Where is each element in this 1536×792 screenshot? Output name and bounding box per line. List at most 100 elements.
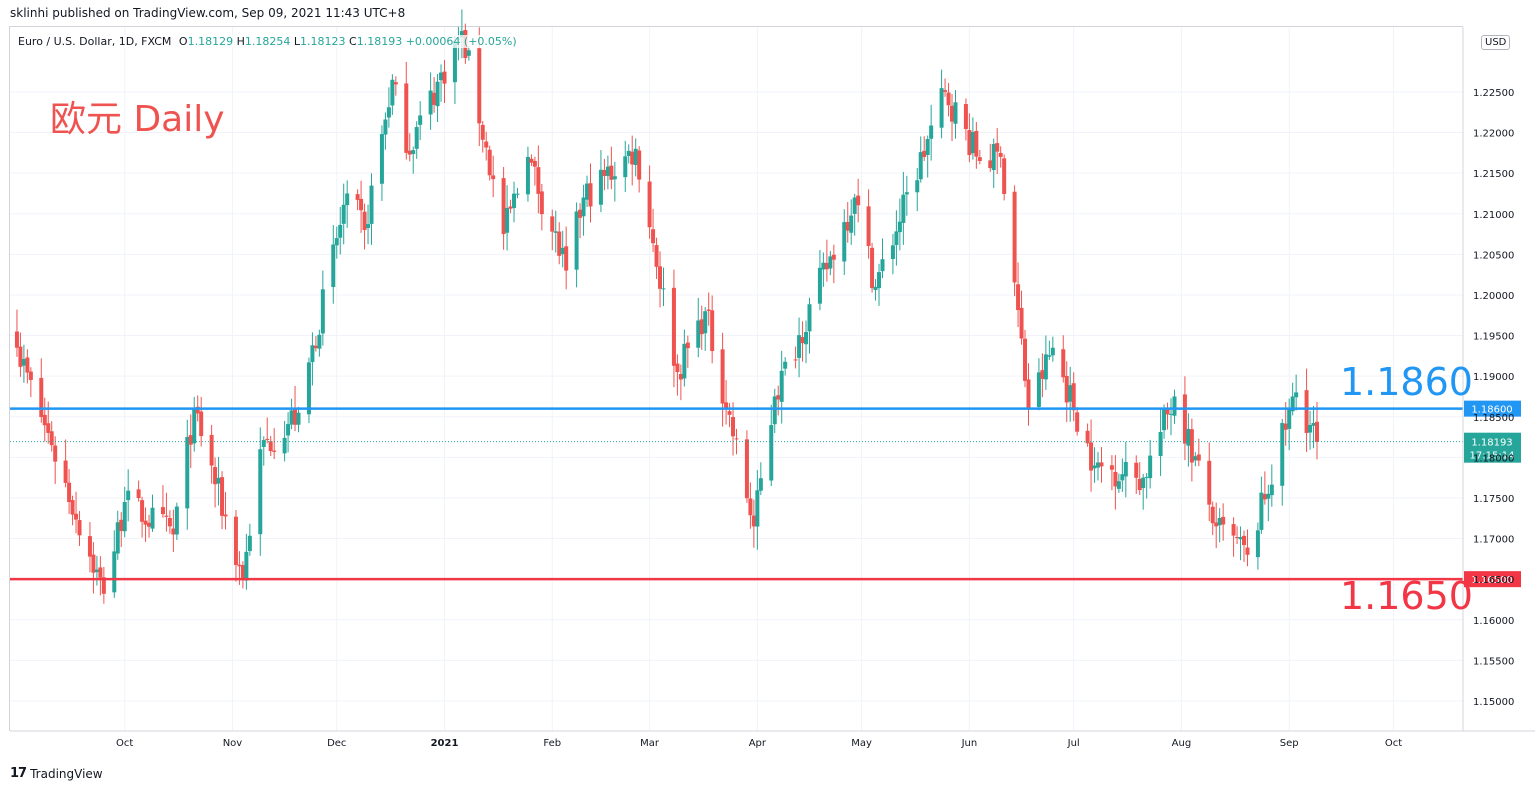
- candle-body: [776, 395, 781, 400]
- candle-body: [359, 198, 364, 211]
- candle-body: [355, 194, 360, 200]
- candle-body: [769, 425, 774, 481]
- candle-body: [1182, 394, 1187, 444]
- candle-body: [943, 90, 948, 92]
- publish-credit: sklinhi published on TradingView.com, Se…: [10, 6, 406, 20]
- candle-body: [1148, 455, 1153, 479]
- candle-body: [536, 167, 541, 194]
- candle-body: [261, 440, 266, 448]
- candle-body: [658, 266, 663, 289]
- candle-body: [21, 359, 26, 366]
- candle-body: [880, 259, 885, 272]
- candle-body: [195, 406, 200, 414]
- candle-body: [386, 107, 391, 118]
- price-tick-label: 1.21000: [1473, 210, 1514, 221]
- candle-body: [1071, 383, 1076, 411]
- candle-body: [126, 490, 131, 501]
- candle-body: [609, 165, 614, 180]
- candle-body: [963, 104, 968, 130]
- candle-body: [529, 158, 534, 163]
- candle-body: [25, 357, 30, 373]
- candle-body: [918, 152, 923, 180]
- candle-body: [991, 143, 996, 171]
- candle-body: [699, 319, 704, 335]
- candle-body: [633, 148, 638, 165]
- low-value: 1.18123: [300, 35, 346, 48]
- candle-body: [731, 417, 736, 437]
- candle-body: [452, 41, 457, 83]
- time-tick-label: Sep: [1280, 738, 1299, 749]
- candle-body: [1287, 408, 1292, 429]
- candle-body: [136, 489, 141, 499]
- last-price-tag-text: 1.18193: [1471, 438, 1512, 449]
- candle-body: [915, 180, 920, 193]
- candle-body: [439, 72, 444, 81]
- level-price-tag-text: 1.18600: [1471, 405, 1512, 416]
- candle-body: [1308, 424, 1313, 433]
- candle-body: [1089, 442, 1094, 471]
- candle-body: [268, 441, 273, 452]
- currency-badge[interactable]: USD: [1481, 35, 1511, 50]
- candle-body: [647, 181, 652, 228]
- time-tick-label: Apr: [749, 738, 767, 749]
- candle-body: [49, 431, 54, 446]
- candle-body: [512, 193, 517, 208]
- candle-body: [477, 48, 482, 124]
- candle-body: [14, 331, 19, 348]
- candle-body: [160, 507, 165, 515]
- candle-body: [42, 414, 47, 426]
- candle-body: [1050, 347, 1055, 356]
- candle-body: [1002, 158, 1007, 195]
- candle-body: [1092, 465, 1097, 469]
- price-tick-label: 1.16000: [1473, 616, 1514, 627]
- candle-body: [1137, 478, 1142, 491]
- tradingview-logo[interactable]: 17 TradingView: [10, 766, 103, 781]
- time-tick-label: Jul: [1067, 738, 1080, 749]
- candle-body: [598, 169, 603, 205]
- candle-body: [46, 423, 51, 433]
- candle-body: [119, 519, 124, 532]
- candle-body: [877, 272, 882, 289]
- candle-body: [223, 514, 228, 517]
- candle-body: [703, 311, 708, 334]
- time-tick-label: 2021: [431, 738, 459, 749]
- candle-body: [800, 337, 805, 344]
- high-label: H: [236, 35, 245, 48]
- low-label: L: [293, 35, 301, 48]
- level-price-tag-text: 1.16500: [1471, 575, 1512, 586]
- symbol-name: Euro / U.S. Dollar, 1D, FXCM: [18, 35, 172, 48]
- candle-body: [459, 31, 464, 38]
- candle-body: [487, 149, 492, 176]
- candle-body: [727, 411, 732, 415]
- high-value: 1.18254: [244, 35, 291, 48]
- candle-body: [929, 125, 934, 139]
- candle-body: [1196, 454, 1201, 461]
- candle-body: [793, 359, 798, 361]
- candle-body: [970, 131, 975, 154]
- candle-body: [821, 262, 826, 270]
- candle-body: [1144, 476, 1149, 478]
- time-tick-label: Dec: [327, 738, 346, 749]
- price-tick-label: 1.18000: [1473, 453, 1514, 464]
- candle-body: [685, 342, 690, 349]
- candle-body: [338, 224, 343, 238]
- close-label: C: [349, 35, 357, 48]
- price-tick-label: 1.16500: [1473, 575, 1514, 586]
- candle-body: [1061, 349, 1066, 378]
- candle-body: [1116, 481, 1121, 489]
- open-value: 1.18129: [187, 35, 234, 48]
- candle-body: [1311, 422, 1316, 426]
- annotation-title: 欧元 Daily: [50, 99, 225, 140]
- candle-body: [845, 221, 850, 231]
- candle-body: [53, 445, 58, 462]
- time-tick-label: Aug: [1172, 738, 1192, 749]
- time-tick-label: Nov: [223, 738, 243, 749]
- candle-body: [602, 169, 607, 177]
- candle-body: [272, 450, 277, 452]
- candle-body: [1113, 471, 1118, 487]
- chart-frame[interactable]: [9, 26, 1463, 731]
- candle-body: [560, 247, 565, 255]
- candle-body: [213, 467, 218, 485]
- candle-body: [724, 402, 729, 410]
